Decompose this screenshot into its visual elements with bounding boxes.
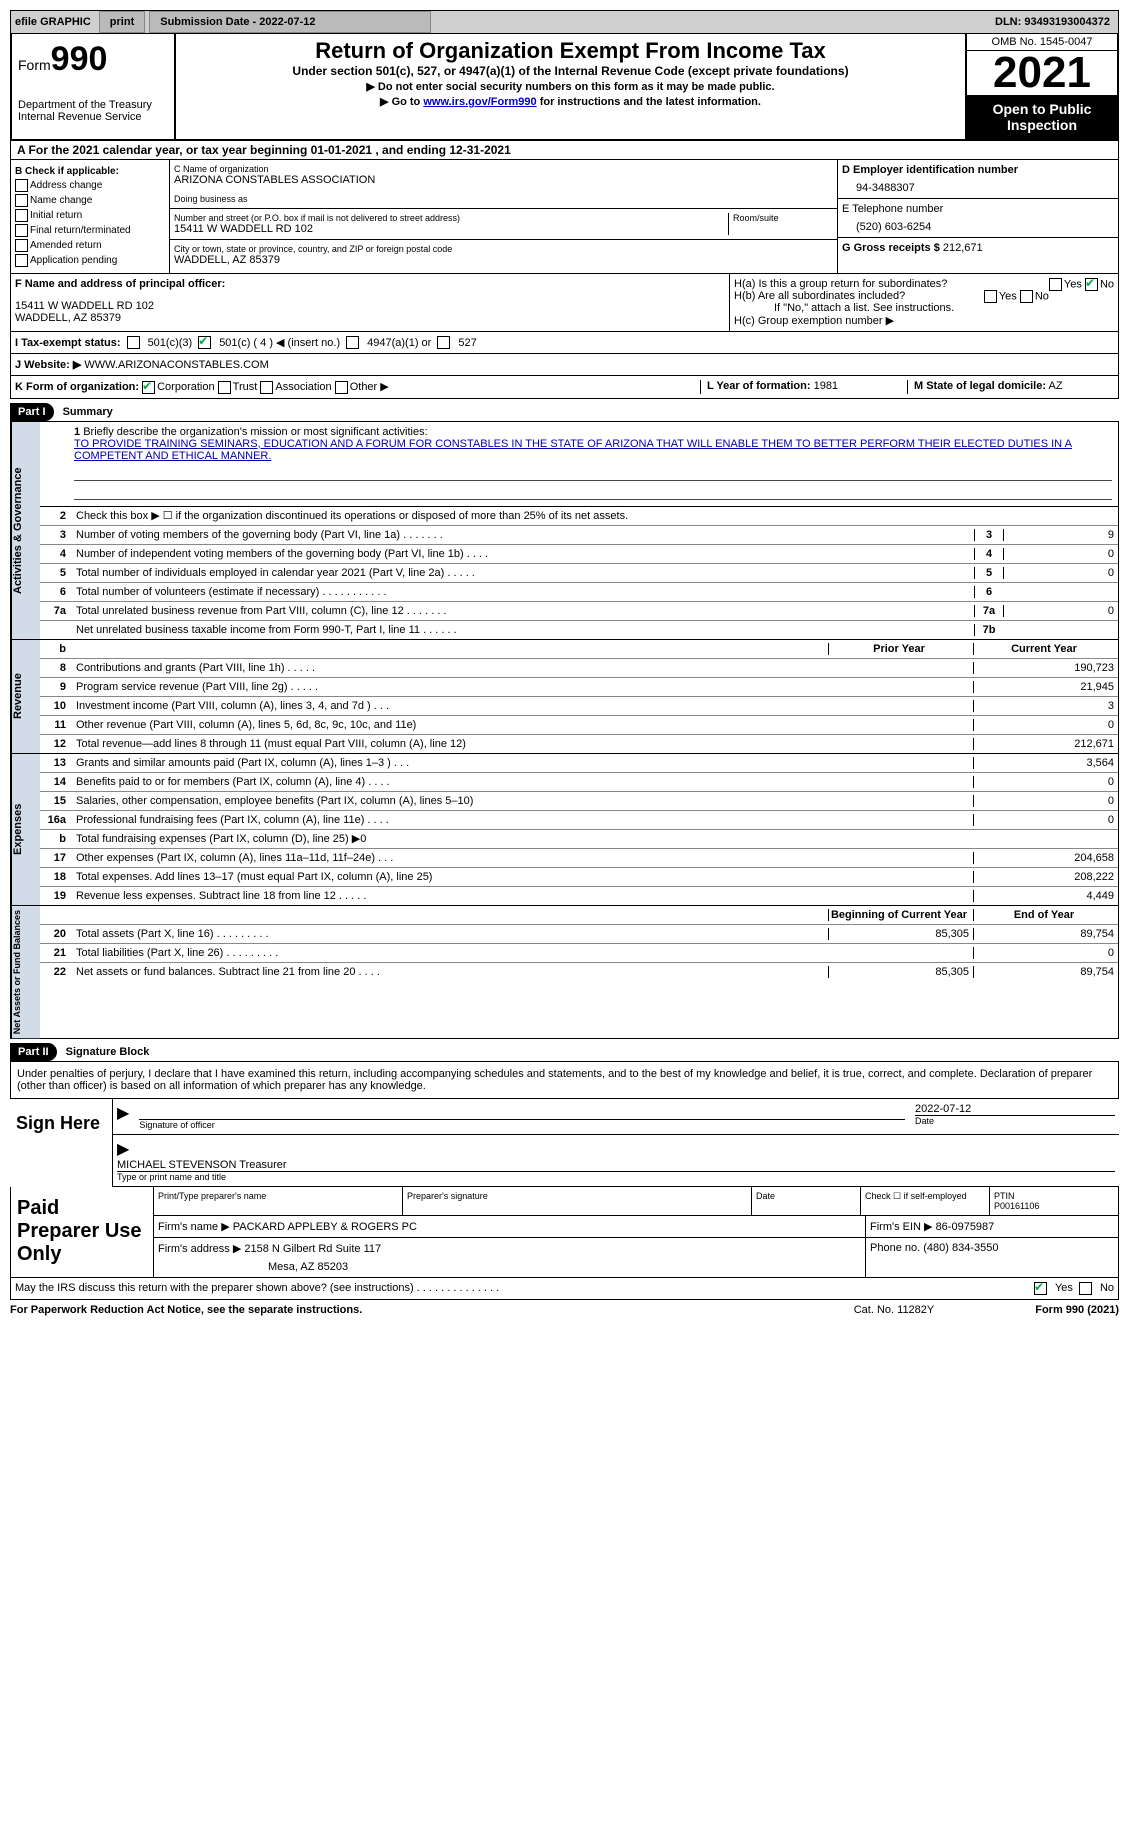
website-row: J Website: ▶ WWW.ARIZONACONSTABLES.COM [10, 354, 1119, 376]
part1-expenses: Expenses 13Grants and similar amounts pa… [10, 754, 1119, 906]
print-button[interactable]: print [99, 11, 145, 33]
ein-value: 94-3488307 [842, 176, 1114, 194]
org-street: 15411 W WADDELL RD 102 [174, 223, 728, 235]
firm-name: PACKARD APPLEBY & ROGERS PC [233, 1221, 417, 1233]
open-public: Open to Public Inspection [967, 95, 1117, 139]
form-title: Return of Organization Exempt From Incom… [180, 38, 961, 64]
form-word: Form [18, 57, 51, 73]
box-officer: F Name and address of principal officer:… [10, 274, 1119, 332]
part1-netassets: Net Assets or Fund Balances Beginning of… [10, 906, 1119, 1039]
org-city: WADDELL, AZ 85379 [174, 254, 833, 266]
discuss-row: May the IRS discuss this return with the… [10, 1278, 1119, 1300]
col-c-name: C Name of organization ARIZONA CONSTABLE… [170, 160, 837, 273]
efile-label: efile GRAPHIC [11, 16, 95, 28]
dept-label: Department of the Treasury Internal Reve… [18, 99, 168, 123]
form-note2: ▶ Go to www.irs.gov/Form990 for instruct… [180, 95, 961, 108]
part1-revenue: Revenue bPrior YearCurrent Year 8Contrib… [10, 640, 1119, 754]
gross-receipts: 212,671 [943, 242, 983, 254]
website-value: WWW.ARIZONACONSTABLES.COM [84, 359, 268, 371]
irs-link[interactable]: www.irs.gov/Form990 [423, 96, 536, 108]
paid-preparer-block: Paid Preparer Use Only Print/Type prepar… [10, 1187, 1119, 1278]
part2-header: Part II Signature Block [10, 1039, 1119, 1061]
form-subtitle: Under section 501(c), 527, or 4947(a)(1)… [180, 64, 961, 78]
submission-date: Submission Date - 2022-07-12 [149, 11, 431, 33]
top-bar: efile GRAPHIC print Submission Date - 20… [10, 10, 1119, 34]
side-netassets: Net Assets or Fund Balances [11, 906, 40, 1038]
col-d-ein: D Employer identification number 94-3488… [837, 160, 1118, 273]
mission-text: TO PROVIDE TRAINING SEMINARS, EDUCATION … [74, 438, 1112, 462]
page-footer: For Paperwork Reduction Act Notice, see … [10, 1304, 1119, 1316]
officer-name: MICHAEL STEVENSON Treasurer [117, 1159, 1115, 1171]
penalty-text: Under penalties of perjury, I declare th… [10, 1061, 1119, 1098]
side-expenses: Expenses [11, 754, 40, 905]
tax-year: 2021 [967, 51, 1117, 95]
form-number: 990 [51, 40, 108, 78]
tax-exempt-status: I Tax-exempt status: 501(c)(3) 501(c) ( … [10, 332, 1119, 354]
form-note1: ▶ Do not enter social security numbers o… [180, 80, 961, 93]
form-of-org-row: K Form of organization: Corporation Trus… [10, 376, 1119, 399]
phone-value: (520) 603-6254 [842, 215, 1114, 233]
dln-label: DLN: 93493193004372 [987, 16, 1118, 28]
row-a-calendar: A For the 2021 calendar year, or tax yea… [10, 141, 1119, 160]
side-activities: Activities & Governance [11, 422, 40, 639]
org-name: ARIZONA CONSTABLES ASSOCIATION [174, 174, 833, 186]
part1-activities: Activities & Governance 1 Briefly descri… [10, 421, 1119, 640]
side-revenue: Revenue [11, 640, 40, 753]
part1-header: Part I Summary [10, 399, 1119, 421]
box-identity: B Check if applicable: Address change Na… [10, 160, 1119, 274]
sign-here-block: Sign Here ▶ Signature of officer 2022-07… [10, 1098, 1119, 1187]
form-header: Form990 Department of the Treasury Inter… [10, 34, 1119, 141]
col-b-checks: B Check if applicable: Address change Na… [11, 160, 170, 273]
